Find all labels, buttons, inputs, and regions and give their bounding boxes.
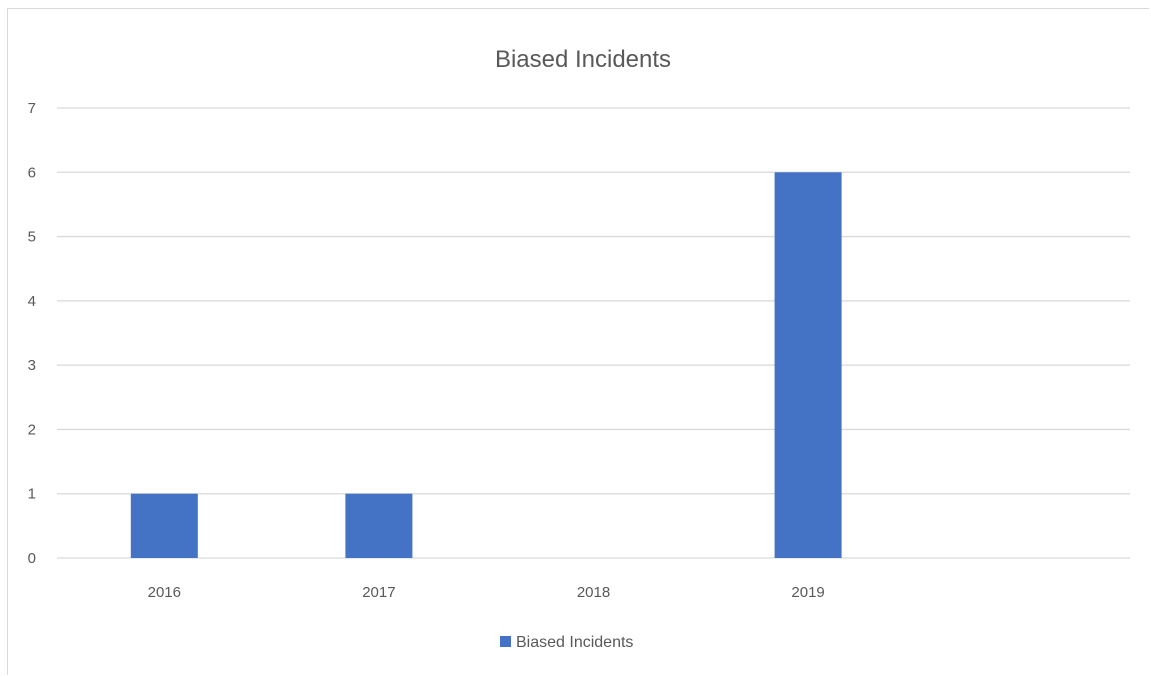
y-tick-label: 0 — [28, 550, 36, 567]
x-axis-ticks: 2016 2017 2018 2019 — [148, 584, 825, 601]
y-tick-label: 7 — [28, 100, 36, 117]
chart-frame — [7, 8, 1149, 675]
bars — [130, 172, 842, 559]
gridlines — [57, 107, 1130, 559]
y-tick-label: 4 — [28, 293, 36, 310]
legend-swatch — [500, 636, 511, 647]
bar-2019 — [774, 172, 842, 559]
y-axis-ticks: 0 1 2 3 4 5 6 7 — [28, 100, 36, 567]
y-tick-label: 6 — [28, 164, 36, 181]
chart-title: Biased Incidents — [495, 46, 671, 73]
x-tick-label: 2019 — [791, 584, 824, 601]
legend-label: Biased Incidents — [516, 634, 633, 651]
y-tick-label: 1 — [28, 486, 36, 503]
x-tick-label: 2018 — [577, 584, 610, 601]
x-tick-label: 2017 — [362, 584, 395, 601]
bar-2017 — [345, 493, 413, 558]
y-tick-label: 3 — [28, 357, 36, 374]
x-tick-label: 2016 — [148, 584, 181, 601]
y-tick-label: 2 — [28, 421, 36, 438]
y-tick-label: 5 — [28, 229, 36, 246]
legend: Biased Incidents — [500, 634, 633, 651]
bar-2016 — [130, 493, 198, 558]
